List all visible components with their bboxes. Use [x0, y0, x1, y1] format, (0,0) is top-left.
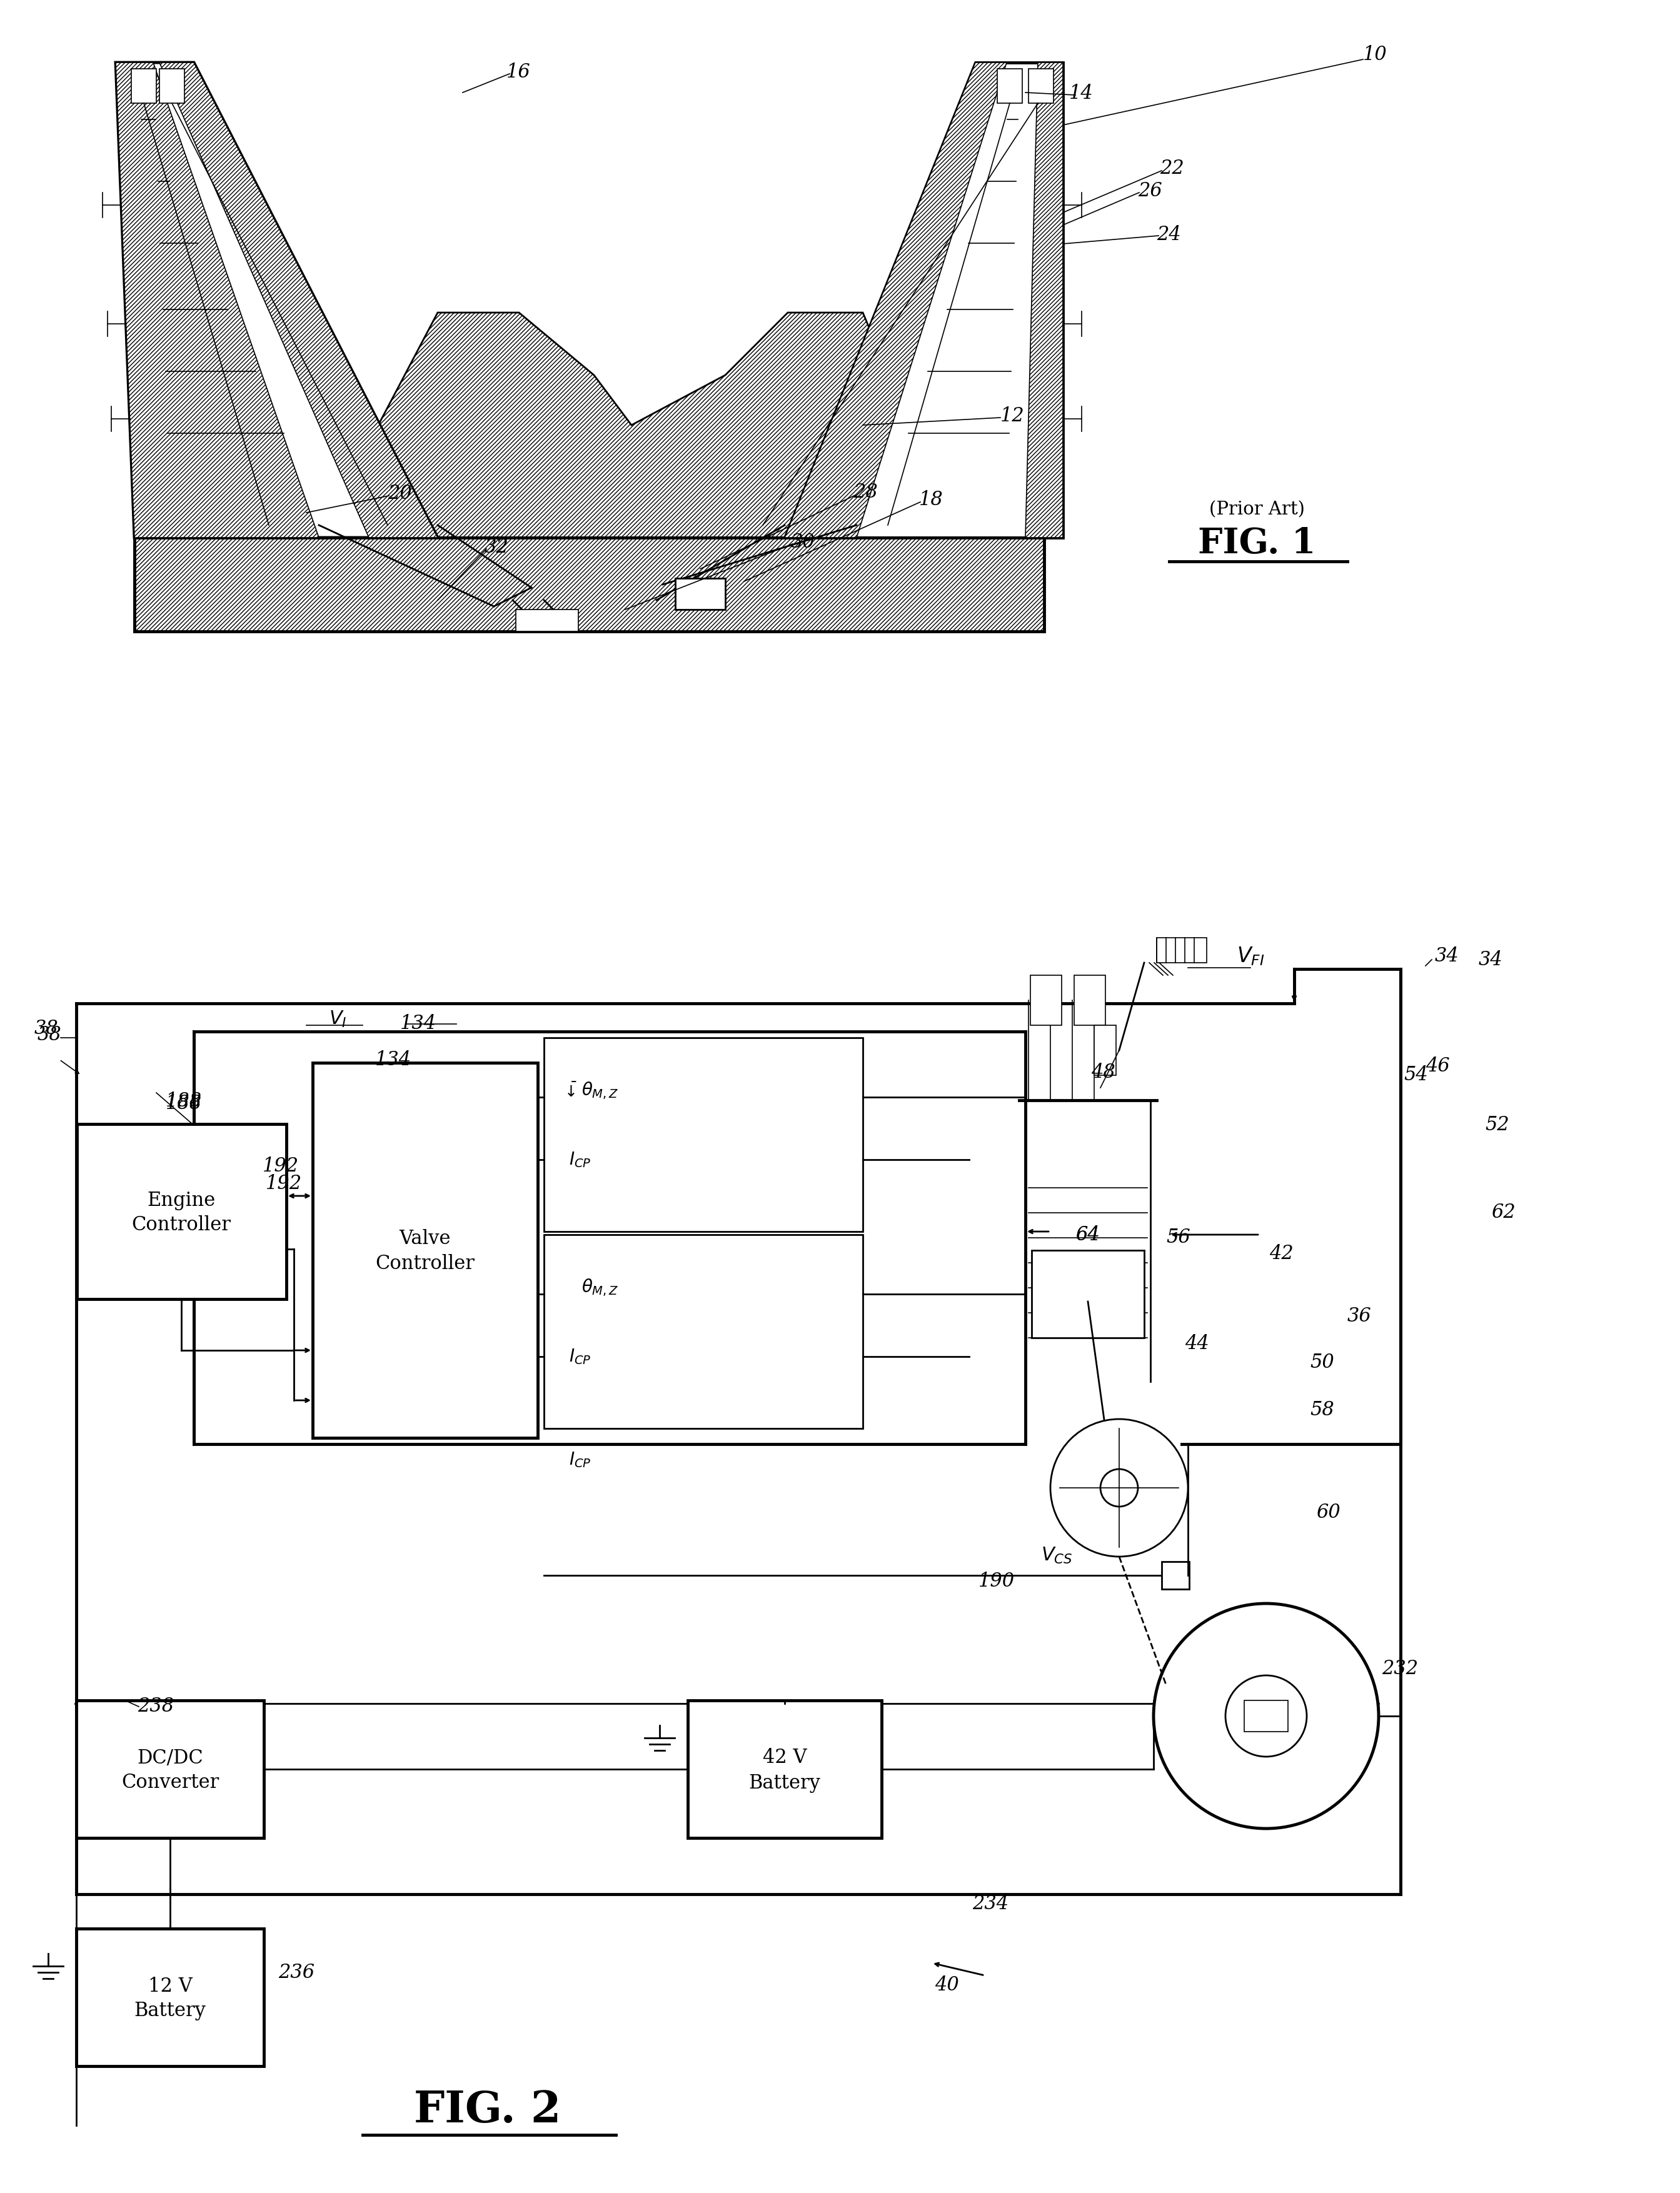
Bar — [131, 68, 156, 103]
Text: 32: 32 — [484, 537, 509, 557]
Text: Battery: Battery — [749, 1774, 820, 1792]
Text: FIG. 1: FIG. 1 — [1198, 526, 1315, 561]
Text: 42 V: 42 V — [763, 1748, 806, 1768]
Bar — [998, 68, 1021, 103]
Text: 188: 188 — [166, 1094, 202, 1114]
Text: 18: 18 — [919, 491, 942, 509]
Text: 192: 192 — [262, 1156, 299, 1175]
Text: 60: 60 — [1315, 1502, 1341, 1522]
Text: Controller: Controller — [376, 1254, 475, 1274]
Polygon shape — [785, 64, 1006, 537]
Polygon shape — [1025, 64, 1063, 537]
Bar — [76, 1928, 264, 2066]
Text: 38: 38 — [34, 1020, 59, 1037]
Text: 190: 190 — [978, 1572, 1015, 1592]
Text: $\bar{\downarrow}$: $\bar{\downarrow}$ — [561, 1083, 576, 1099]
Polygon shape — [160, 64, 438, 537]
Text: Battery: Battery — [134, 2002, 207, 2020]
Text: 192: 192 — [265, 1173, 302, 1193]
Text: FIG. 2: FIG. 2 — [413, 2090, 561, 2132]
Text: 14: 14 — [1068, 83, 1094, 103]
Text: 34: 34 — [1435, 947, 1460, 967]
Text: 44: 44 — [1184, 1333, 1210, 1353]
Text: 12 V: 12 V — [148, 1976, 192, 1996]
Circle shape — [1154, 1603, 1379, 1829]
Text: 64: 64 — [1075, 1226, 1100, 1243]
Text: $I_{CP}$: $I_{CP}$ — [570, 1450, 591, 1469]
Text: $V_I$: $V_I$ — [329, 1009, 346, 1029]
Text: 232: 232 — [1381, 1660, 1418, 1680]
Circle shape — [1050, 1419, 1188, 1557]
Bar — [1094, 1026, 1116, 1075]
Text: 20: 20 — [388, 485, 412, 504]
Text: DC/DC: DC/DC — [138, 1748, 203, 1768]
Text: $V_{CS}$: $V_{CS}$ — [1042, 1546, 1072, 1566]
Bar — [544, 1235, 864, 1428]
Text: 52: 52 — [1485, 1116, 1509, 1136]
Bar — [1030, 976, 1062, 1026]
Text: 134: 134 — [375, 1050, 412, 1070]
Bar — [675, 579, 726, 610]
Polygon shape — [116, 64, 319, 537]
Bar — [1158, 939, 1206, 963]
Text: 24: 24 — [1158, 224, 1181, 243]
Text: Converter: Converter — [121, 1774, 218, 1792]
Bar — [1028, 68, 1053, 103]
Bar — [1074, 976, 1105, 1026]
Text: 34: 34 — [1478, 950, 1504, 969]
Text: Controller: Controller — [131, 1215, 230, 1235]
Text: 26: 26 — [1137, 182, 1163, 200]
Text: 38: 38 — [37, 1024, 62, 1044]
Text: Engine: Engine — [148, 1191, 215, 1211]
Bar — [77, 1125, 286, 1298]
Bar — [544, 1037, 864, 1232]
Bar — [312, 1064, 538, 1439]
Text: 36: 36 — [1347, 1307, 1371, 1325]
Text: 16: 16 — [506, 61, 531, 81]
Text: 42: 42 — [1268, 1243, 1294, 1263]
Text: $I_{CP}$: $I_{CP}$ — [570, 1347, 591, 1366]
Polygon shape — [785, 64, 1063, 537]
Text: 134: 134 — [400, 1015, 437, 1033]
Text: 30: 30 — [791, 533, 815, 553]
Text: 54: 54 — [1404, 1066, 1428, 1086]
Text: 46: 46 — [1426, 1057, 1450, 1075]
Text: 234: 234 — [973, 1895, 1008, 1912]
Bar — [1032, 1250, 1144, 1338]
Bar — [687, 1700, 882, 1838]
Polygon shape — [116, 64, 438, 537]
Text: 58: 58 — [1310, 1399, 1334, 1419]
Text: 56: 56 — [1166, 1228, 1191, 1248]
Text: 48: 48 — [1090, 1061, 1116, 1081]
Circle shape — [1225, 1675, 1307, 1757]
Text: 10: 10 — [1362, 46, 1388, 66]
Text: 40: 40 — [934, 1976, 959, 1993]
Text: 188: 188 — [166, 1092, 202, 1112]
Bar — [160, 68, 185, 103]
Circle shape — [1080, 1287, 1095, 1303]
Text: $\theta_{M,Z}$: $\theta_{M,Z}$ — [581, 1279, 618, 1298]
Text: 236: 236 — [279, 1963, 314, 1982]
Bar — [1161, 1561, 1189, 1590]
Polygon shape — [134, 537, 1045, 632]
Text: 22: 22 — [1159, 160, 1184, 178]
Text: 12: 12 — [1000, 406, 1025, 425]
Bar — [1245, 1700, 1289, 1732]
Text: $\theta_{M,Z}$: $\theta_{M,Z}$ — [581, 1081, 618, 1101]
Text: $V_{FI}$: $V_{FI}$ — [1236, 945, 1265, 967]
Bar — [516, 610, 578, 632]
Text: 28: 28 — [853, 482, 877, 502]
Text: (Prior Art): (Prior Art) — [1210, 500, 1304, 518]
Polygon shape — [319, 314, 956, 537]
Bar — [76, 1700, 264, 1838]
Text: 62: 62 — [1492, 1204, 1515, 1222]
Text: 64: 64 — [1075, 1226, 1100, 1243]
Text: 238: 238 — [138, 1697, 175, 1717]
Circle shape — [1100, 1469, 1137, 1507]
Text: 50: 50 — [1310, 1353, 1334, 1373]
Text: $I_{CP}$: $I_{CP}$ — [570, 1151, 591, 1169]
Text: Valve: Valve — [400, 1230, 450, 1248]
